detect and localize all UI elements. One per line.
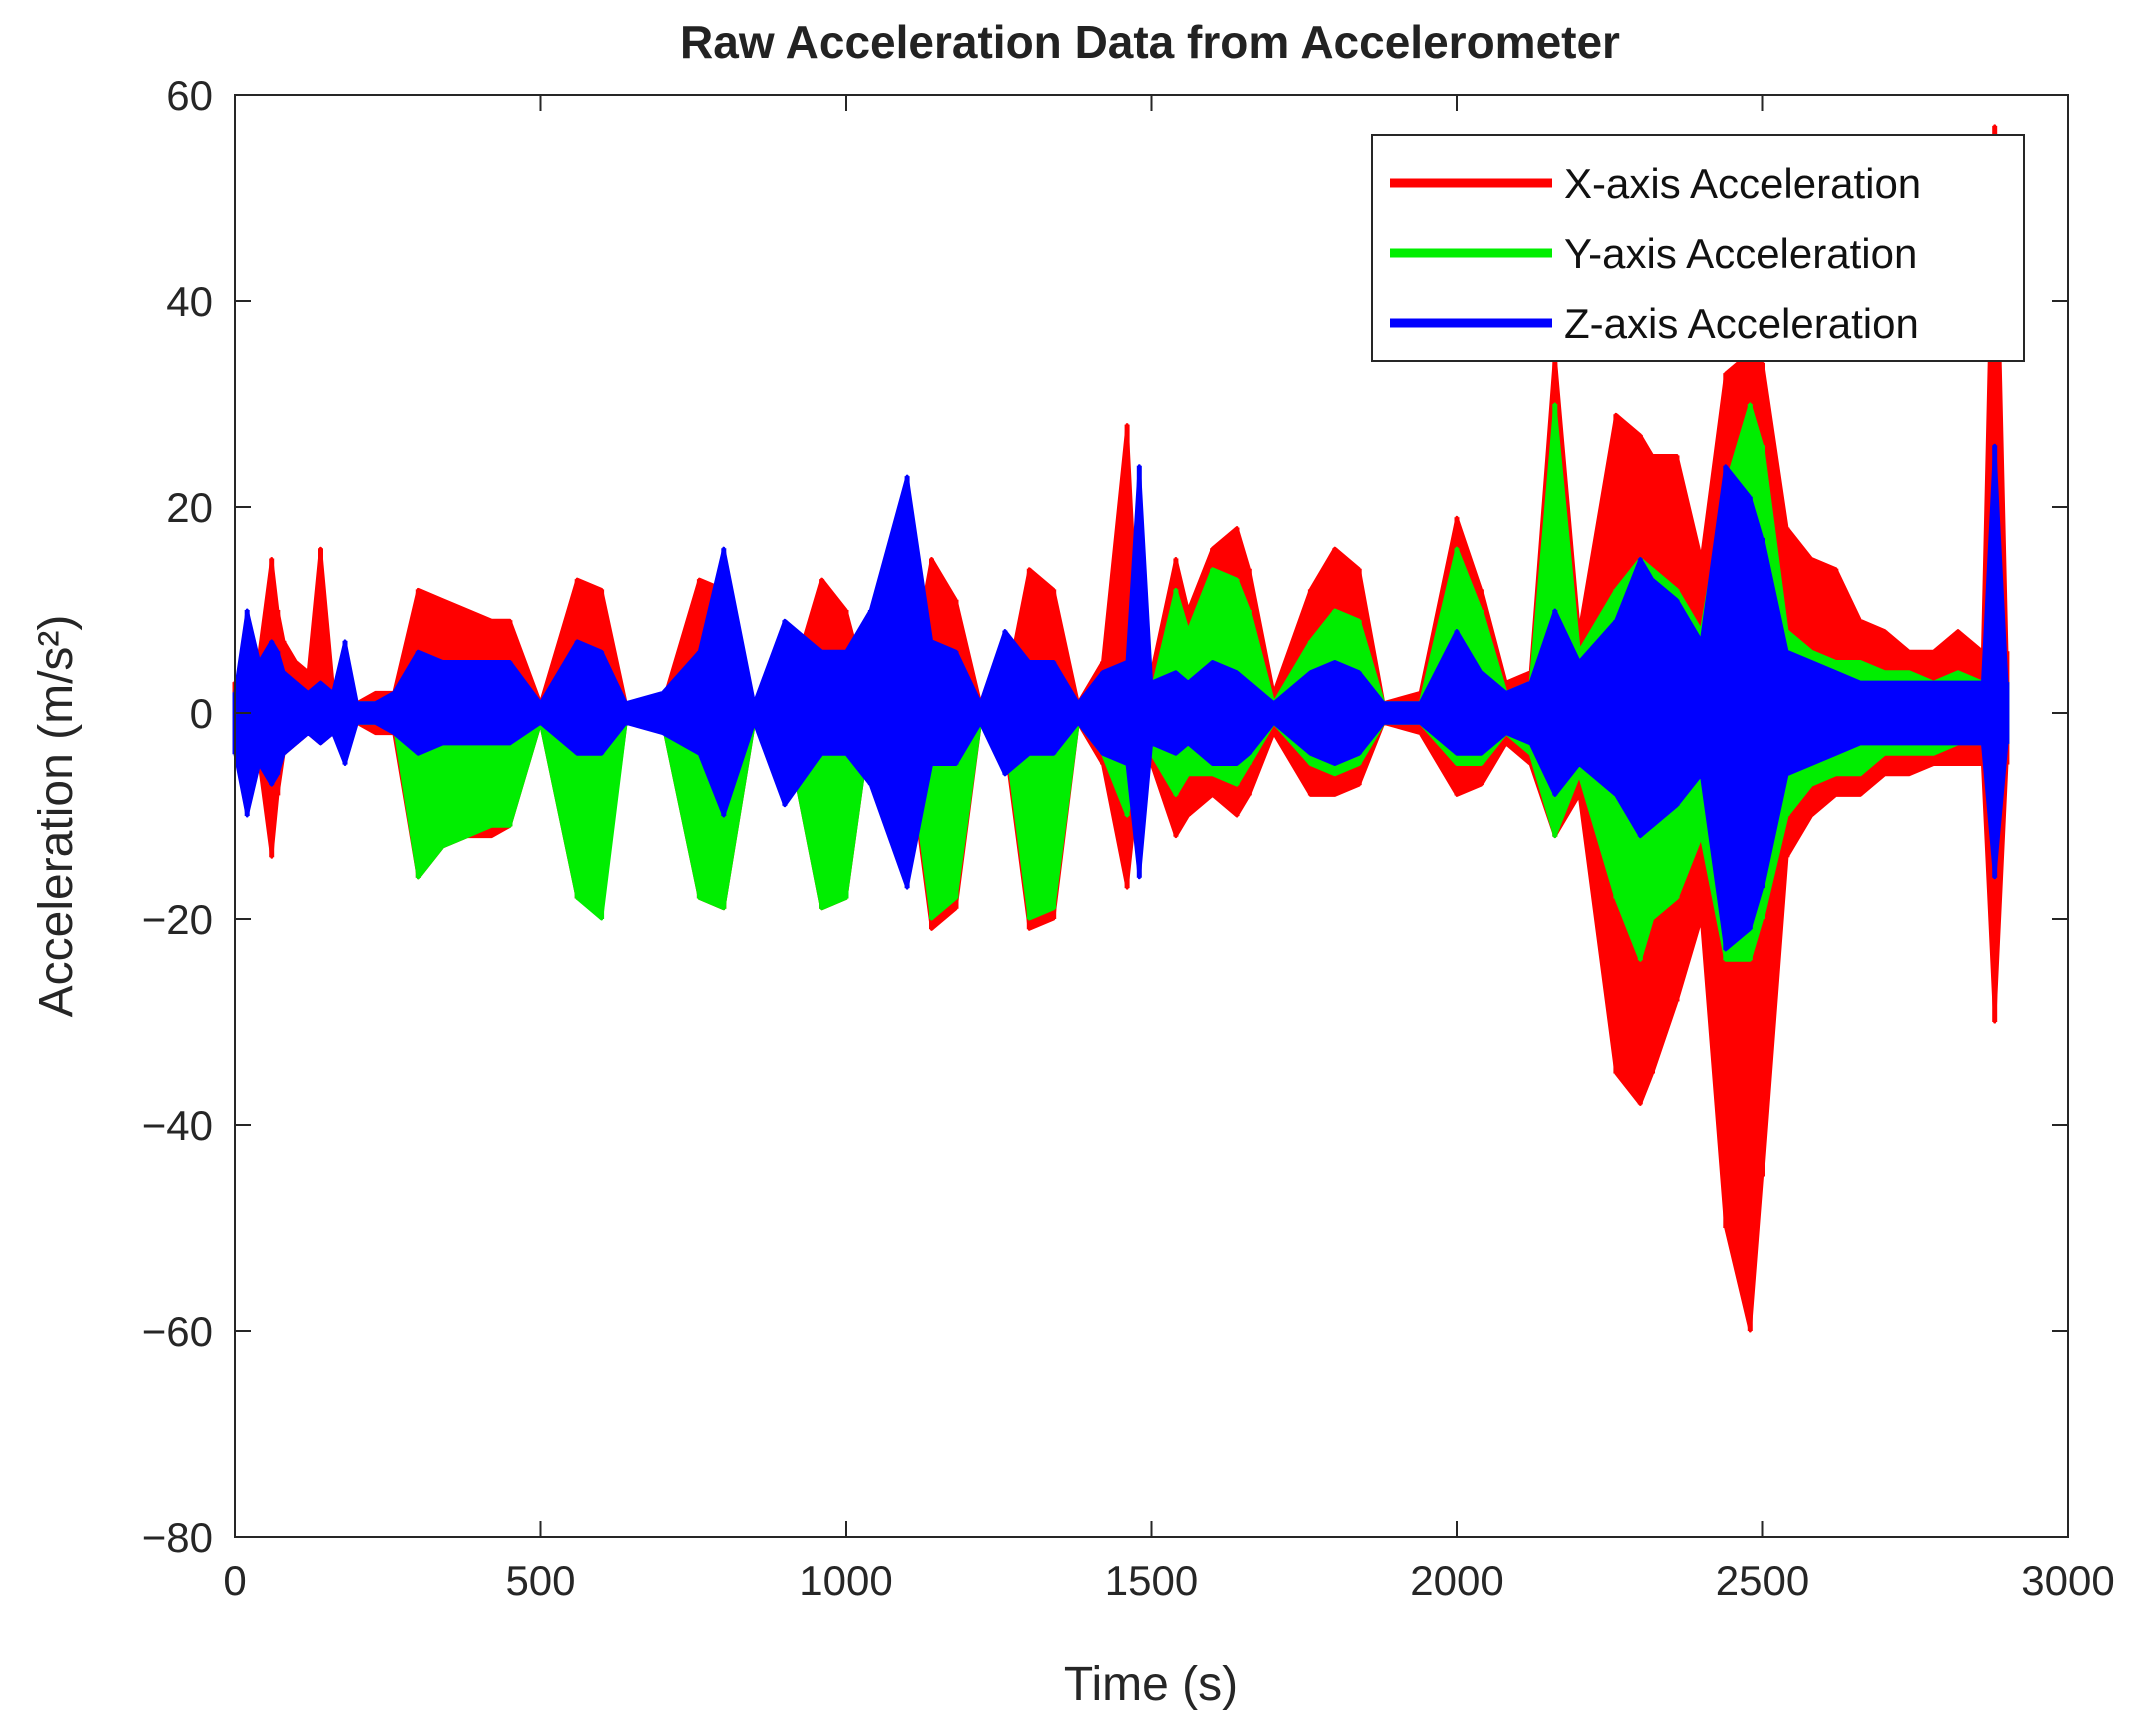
axes-layer	[234, 94, 2069, 1538]
legend: X-axis Acceleration Y-axis Acceleration Z-…	[1371, 134, 2025, 362]
x-tick-label: 2000	[1410, 1557, 1503, 1604]
x-tick-label: 3000	[2021, 1557, 2114, 1604]
legend-label: Y-axis Acceleration	[1564, 230, 1917, 277]
y-tick-label: 40	[166, 278, 213, 325]
y-tick-label: 60	[166, 72, 213, 119]
y-axis-label: Acceleration (m/s²)	[30, 615, 83, 1018]
y-tick-label: −20	[142, 896, 213, 943]
y-tick-label: 20	[166, 484, 213, 531]
chart-title: Raw Acceleration Data from Accelerometer	[680, 16, 1620, 68]
legend-label: Z-axis Acceleration	[1564, 300, 1919, 347]
x-axis-label: Time (s)	[1064, 1658, 1238, 1711]
tick-labels: 0 500 1000 1500 2000 2500 3000 60 40 20 0 −20 −40 −60…	[142, 72, 2115, 1604]
x-tick-label: 2500	[1716, 1557, 1809, 1604]
y-tick-label: −40	[142, 1102, 213, 1149]
y-tick-label: 0	[190, 690, 213, 737]
y-tick-label: −80	[142, 1514, 213, 1561]
x-tick-label: 1500	[1105, 1557, 1198, 1604]
legend-label: X-axis Acceleration	[1564, 160, 1921, 207]
x-tick-label: 500	[505, 1557, 575, 1604]
y-tick-label: −60	[142, 1308, 213, 1355]
series-layer	[232, 124, 2010, 1333]
x-tick-label: 0	[223, 1557, 246, 1604]
x-tick-label: 1000	[799, 1557, 892, 1604]
series-z-axis-acceleration	[232, 443, 2010, 952]
